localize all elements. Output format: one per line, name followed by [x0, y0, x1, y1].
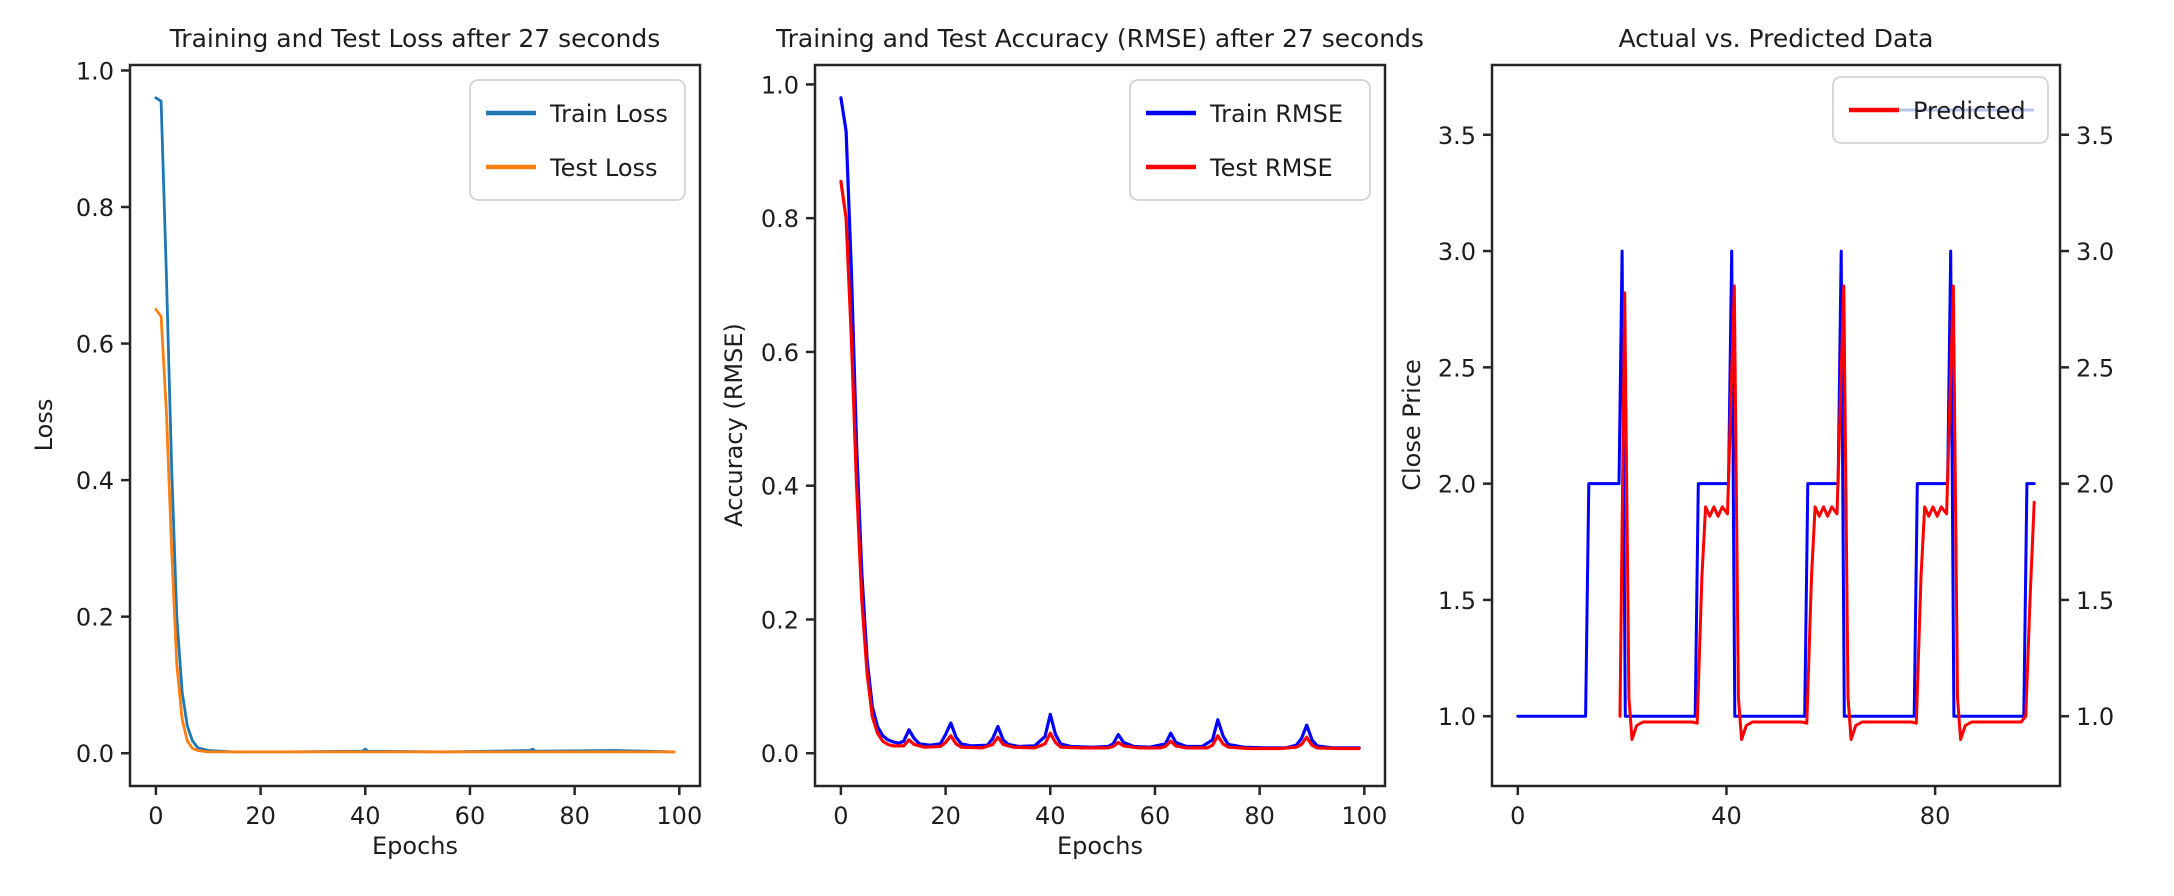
x-tick-label: 40 [350, 802, 381, 830]
x-tick-label: 60 [1140, 802, 1171, 830]
y-tick-label: 2.5 [1438, 354, 1476, 382]
x-tick-label: 100 [1341, 802, 1387, 830]
chart-loss-xlabel: Epochs [372, 832, 458, 860]
y-tick-label: 0.4 [76, 467, 114, 495]
y-tick-label: 0.2 [761, 606, 799, 634]
chart-actual-vs-predicted: 0 40 80 1.0 1.0 1.5 1.5 2.0 2.0 2.5 2.5 3.0 3.0 3.5 3.… [1438, 63, 2114, 830]
axes-box [813, 63, 1387, 788]
legend-box [469, 79, 686, 201]
y-tick-label: 0.8 [761, 205, 799, 233]
y-tick-label-right: 1.0 [2076, 703, 2114, 731]
x-tick-label: 80 [1244, 802, 1275, 830]
chart-rmse-ylabel: Accuracy (RMSE) [720, 323, 748, 527]
x-tick-label: 80 [559, 802, 590, 830]
chart-rmse-xlabel: Epochs [1057, 832, 1143, 860]
x-tick-label: 80 [1920, 802, 1951, 830]
legend-label: Train RMSE [1209, 100, 1343, 128]
legend-label: Predicted [1913, 97, 2026, 125]
y-tick-label: 0.0 [761, 740, 799, 768]
y-tick-label-right: 3.5 [2076, 122, 2114, 150]
y-tick-label: 0.2 [76, 604, 114, 632]
y-tick-label: 1.0 [1438, 703, 1476, 731]
chart-rmse-title: Training and Test Accuracy (RMSE) after … [776, 24, 1424, 53]
chart-loss: 0 20 40 60 80 100 0.0 0.2 0.4 0.6 0.8 1.0 Train Loss… [76, 57, 702, 830]
x-tick-label: 60 [455, 802, 486, 830]
series-test-loss [154, 307, 676, 754]
chart-loss-title: Training and Test Loss after 27 seconds [169, 24, 661, 53]
series-test-rmse [839, 179, 1361, 751]
chart-rmse: 0 20 40 60 80 100 0.0 0.2 0.4 0.6 0.8 1.0 Train RMSE… [761, 63, 1387, 830]
x-tick-label: 0 [833, 802, 848, 830]
series-train-rmse [839, 96, 1361, 750]
x-tick-label: 0 [148, 802, 163, 830]
y-tick-label-right: 3.0 [2076, 238, 2114, 266]
y-tick-label: 0.0 [76, 740, 114, 768]
x-tick-label: 20 [245, 802, 276, 830]
y-tick-label: 2.0 [1438, 471, 1476, 499]
y-tick-label: 3.5 [1438, 122, 1476, 150]
y-tick-label: 0.6 [76, 331, 114, 359]
y-tick-label-right: 1.5 [2076, 587, 2114, 615]
chart-actual-pred-ylabel: Close Price [1398, 359, 1426, 491]
x-tick-label: 0 [1510, 802, 1525, 830]
y-tick-label: 1.5 [1438, 587, 1476, 615]
axes-box [128, 63, 702, 788]
x-tick-label: 100 [656, 802, 702, 830]
axes-box [1490, 63, 2062, 788]
chart-actual-pred-title: Actual vs. Predicted Data [1618, 24, 1934, 53]
y-tick-label: 0.8 [76, 194, 114, 222]
series-predicted [1618, 284, 2036, 741]
x-tick-label: 20 [930, 802, 961, 830]
y-tick-label: 1.0 [761, 71, 799, 99]
y-tick-label: 0.6 [761, 339, 799, 367]
legend-label: Test Loss [549, 154, 658, 182]
x-tick-label: 40 [1035, 802, 1066, 830]
y-tick-label: 3.0 [1438, 238, 1476, 266]
y-tick-label: 0.4 [761, 473, 799, 501]
chart-loss-ylabel: Loss [30, 398, 58, 452]
y-tick-label-right: 2.5 [2076, 354, 2114, 382]
y-tick-label-right: 2.0 [2076, 471, 2114, 499]
x-tick-label: 40 [1711, 802, 1742, 830]
y-tick-label: 1.0 [76, 57, 114, 85]
legend-label: Train Loss [549, 100, 668, 128]
legend-box [1129, 79, 1371, 201]
legend-label: Test RMSE [1209, 154, 1333, 182]
